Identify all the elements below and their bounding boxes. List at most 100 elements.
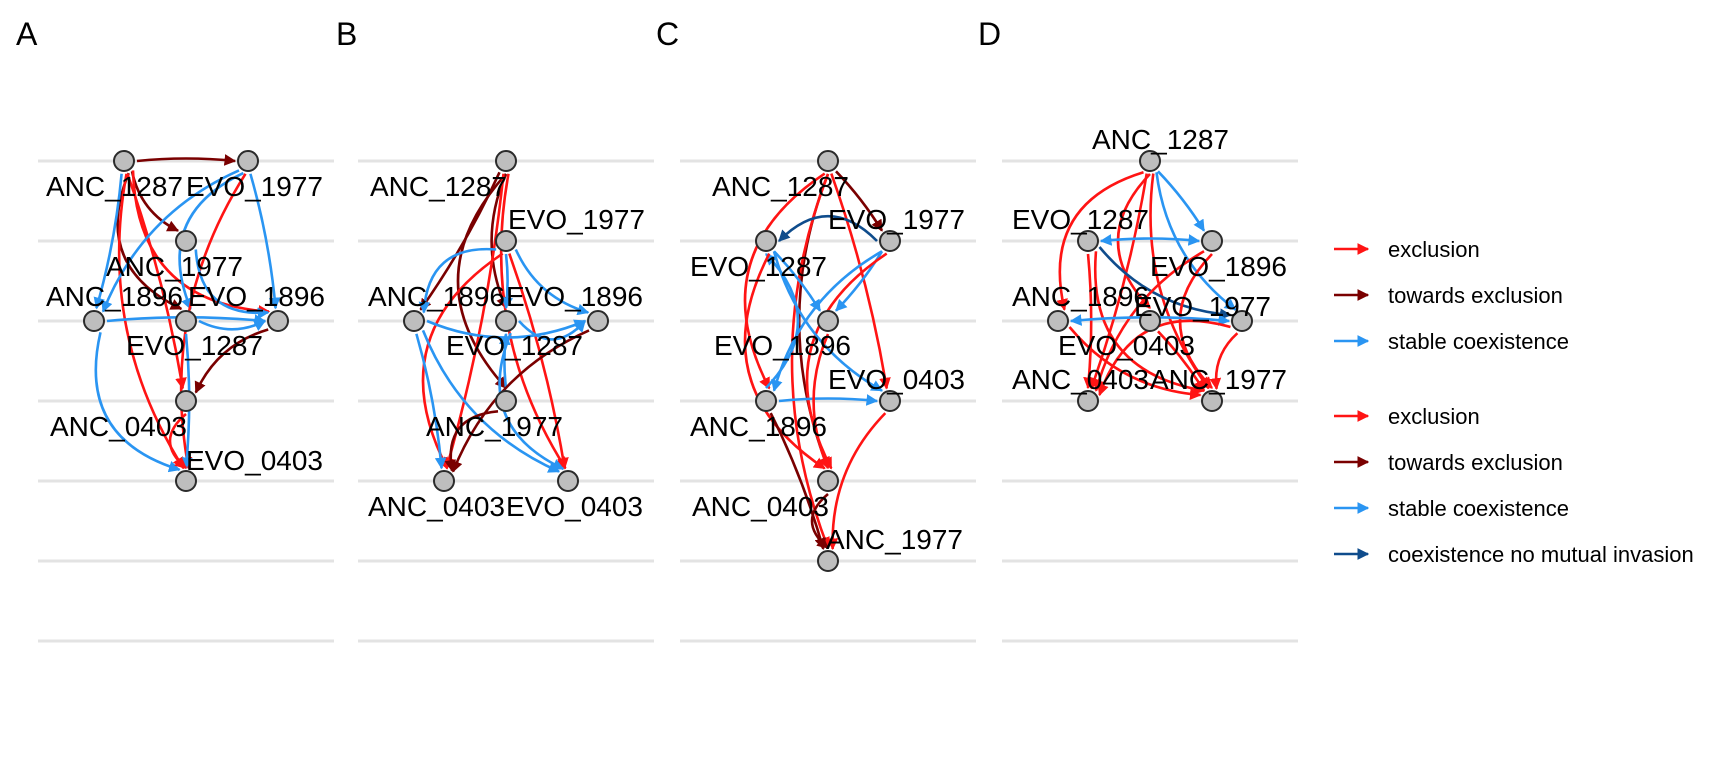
legend-item-exclusion: exclusion [1334, 237, 1480, 262]
edge-exclusion [1093, 250, 1205, 392]
edge-stable-coexistence [518, 320, 586, 341]
node-evo-1896 [495, 310, 517, 332]
legend-item-exclusion: exclusion [1334, 404, 1480, 429]
node-label: EVO_0403 [828, 364, 965, 395]
node-label: EVO_1287 [446, 330, 583, 361]
edge-stable-coexistence [498, 332, 511, 389]
node-evo-1896 [1201, 230, 1223, 252]
edge-stable-coexistence [249, 173, 281, 310]
edge-stable-coexistence [835, 250, 884, 312]
edge-stable-coexistence [415, 333, 447, 470]
node-label: ANC_0403 [692, 491, 829, 522]
node-anc-1287 [495, 150, 517, 172]
node-anc-0403 [817, 470, 839, 492]
edge-towards-exclusion [136, 154, 237, 166]
edge-exclusion [1209, 332, 1239, 390]
node-anc-1896 [1047, 310, 1069, 332]
edge-stable-coexistence [1157, 170, 1206, 232]
edge-towards-exclusion [194, 328, 269, 394]
edge-stable-coexistence [1155, 172, 1237, 311]
edge-stable-coexistence [94, 332, 181, 473]
legend-label: exclusion [1388, 237, 1480, 262]
node-label: EVO_1287 [1012, 204, 1149, 235]
node-label: ANC_1977 [826, 524, 963, 555]
edge-exclusion [1056, 171, 1144, 311]
edge-exclusion [421, 252, 504, 470]
nodes [1047, 150, 1253, 412]
node-label: EVO_0403 [506, 491, 643, 522]
edge-exclusion [743, 172, 826, 390]
node-label: ANC_1287 [712, 171, 849, 202]
node-anc-0403 [175, 390, 197, 412]
legend-item-towards-exclusion: towards exclusion [1334, 450, 1563, 475]
legend-item-stable-coexistence: stable coexistence [1334, 496, 1569, 521]
edge-exclusion [131, 170, 271, 317]
edge-stable-coexistence [514, 248, 590, 316]
edge-exclusion [790, 173, 830, 550]
node-evo-1287 [755, 230, 777, 252]
edge-exclusion [826, 412, 887, 551]
node-evo-0403 [1139, 310, 1161, 332]
edge-towards-exclusion [116, 172, 183, 311]
legend-group: exclusion towards exclusion stable coexist… [1334, 404, 1694, 567]
node-evo-1977 [879, 230, 901, 252]
legend-label: towards exclusion [1388, 283, 1563, 308]
edge-stable-coexistence [101, 169, 240, 313]
node-label: EVO_1896 [1150, 251, 1287, 282]
node-anc-1896 [403, 310, 425, 332]
edge-stable-coexistence [1099, 234, 1201, 246]
node-anc-1896 [83, 310, 105, 332]
edge-stable-coexistence [778, 394, 879, 406]
node-label: ANC_1977 [426, 411, 563, 442]
legend-label: towards exclusion [1388, 450, 1563, 475]
edge-coexistence-no-mutual-invasion [778, 214, 878, 242]
node-anc-1287 [817, 150, 839, 172]
node-label: ANC_1287 [46, 171, 183, 202]
node-evo-1977 [237, 150, 259, 172]
node-evo-1287 [1077, 230, 1099, 252]
legend: exclusion towards exclusion stable coexist… [1334, 237, 1694, 567]
panel-letter: B [336, 16, 357, 52]
legend-item-coexistence-no-mutual-invasion: coexistence no mutual invasion [1334, 542, 1694, 567]
edges [743, 170, 891, 551]
legend-item-towards-exclusion: towards exclusion [1334, 283, 1563, 308]
edge-exclusion [1093, 251, 1206, 395]
edge-exclusion [812, 333, 830, 470]
node-label: EVO_1896 [506, 281, 643, 312]
node-evo-1287 [267, 310, 289, 332]
node-label: EVO_1287 [126, 330, 263, 361]
edge-stable-coexistence [765, 253, 800, 389]
node-anc-1977 [817, 550, 839, 572]
node-label: ANC_1896 [690, 411, 827, 442]
edge-exclusion [1068, 326, 1202, 401]
node-evo-1977 [495, 230, 517, 252]
edges [415, 171, 590, 473]
edge-towards-exclusion [835, 170, 884, 232]
legend-label: stable coexistence [1388, 496, 1569, 521]
legend-group: exclusion towards exclusion stable coexist… [1334, 237, 1569, 354]
node-anc-0403 [1077, 390, 1099, 412]
node-evo-0403 [175, 470, 197, 492]
edge-stable-coexistence [93, 173, 123, 310]
edge-exclusion [743, 253, 826, 470]
edge-exclusion [1157, 330, 1206, 392]
edge-stable-coexistence [194, 249, 270, 320]
edge-coexistence-no-mutual-invasion [1098, 246, 1232, 321]
node-anc-1977 [175, 230, 197, 252]
panel-letter: C [656, 16, 679, 52]
node-evo-1896 [175, 310, 197, 332]
edge-towards-exclusion [769, 412, 827, 551]
node-label: ANC_1896 [1012, 281, 1149, 312]
edge-towards-exclusion [451, 329, 590, 473]
node-anc-1287 [1139, 150, 1161, 172]
node-label: EVO_0403 [1058, 330, 1195, 361]
node-anc-1977 [495, 390, 517, 412]
node-anc-1977 [1201, 390, 1223, 412]
legend-label: stable coexistence [1388, 329, 1569, 354]
